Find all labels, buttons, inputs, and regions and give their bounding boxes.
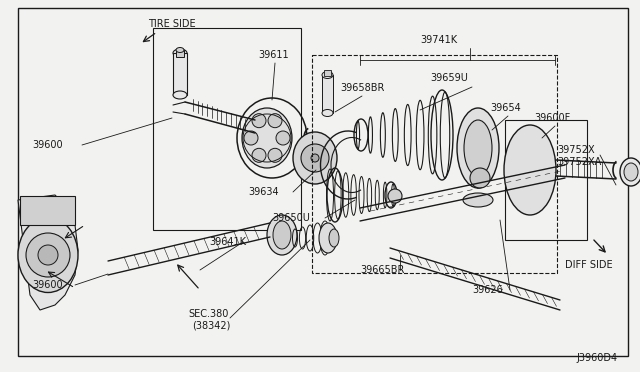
Polygon shape xyxy=(18,195,78,310)
Bar xyxy=(153,28,301,230)
Text: 39626: 39626 xyxy=(472,285,503,295)
Text: 39654: 39654 xyxy=(490,103,521,113)
Text: DIFF SIDE: DIFF SIDE xyxy=(565,260,612,270)
Text: 39659U: 39659U xyxy=(430,73,468,83)
Bar xyxy=(176,50,184,57)
Circle shape xyxy=(252,114,266,128)
Ellipse shape xyxy=(322,71,333,78)
Ellipse shape xyxy=(293,132,337,184)
Ellipse shape xyxy=(319,223,337,253)
Ellipse shape xyxy=(620,158,640,186)
Ellipse shape xyxy=(504,125,556,215)
Circle shape xyxy=(276,131,290,145)
Text: 39741K: 39741K xyxy=(420,35,457,45)
Ellipse shape xyxy=(176,48,184,52)
Text: 39650U: 39650U xyxy=(272,213,310,223)
Ellipse shape xyxy=(242,108,292,168)
Ellipse shape xyxy=(273,221,291,249)
Bar xyxy=(312,55,557,273)
Text: SEC.380: SEC.380 xyxy=(188,309,228,319)
Text: 39665BR: 39665BR xyxy=(360,265,404,275)
Ellipse shape xyxy=(329,229,339,247)
Polygon shape xyxy=(20,196,75,225)
Circle shape xyxy=(268,114,282,128)
Ellipse shape xyxy=(18,218,78,292)
Text: 39752XA: 39752XA xyxy=(557,157,601,167)
Circle shape xyxy=(38,245,58,265)
Bar xyxy=(505,120,587,240)
Circle shape xyxy=(26,233,70,277)
Text: 39611: 39611 xyxy=(258,50,289,60)
Ellipse shape xyxy=(322,109,333,116)
Circle shape xyxy=(268,148,282,162)
Text: J3960D4: J3960D4 xyxy=(577,353,618,363)
Text: 39641K: 39641K xyxy=(209,237,246,247)
Bar xyxy=(324,70,331,76)
Bar xyxy=(173,53,187,95)
Ellipse shape xyxy=(457,108,499,188)
Text: 39600: 39600 xyxy=(32,140,63,150)
Text: 39634: 39634 xyxy=(248,187,278,197)
Text: 39600: 39600 xyxy=(32,280,63,290)
Ellipse shape xyxy=(267,215,297,255)
Circle shape xyxy=(311,154,319,162)
Ellipse shape xyxy=(173,49,187,57)
Text: 39600F: 39600F xyxy=(534,113,570,123)
Circle shape xyxy=(252,148,266,162)
Circle shape xyxy=(301,144,329,172)
Ellipse shape xyxy=(463,193,493,207)
Ellipse shape xyxy=(173,91,187,99)
Text: (38342): (38342) xyxy=(192,321,230,331)
Text: 39658BR: 39658BR xyxy=(340,83,385,93)
Circle shape xyxy=(470,168,490,188)
Circle shape xyxy=(244,131,258,145)
Ellipse shape xyxy=(624,163,638,181)
Text: 39752X: 39752X xyxy=(557,145,595,155)
Bar xyxy=(322,75,333,113)
Ellipse shape xyxy=(464,120,492,176)
Circle shape xyxy=(388,189,402,203)
Text: TIRE SIDE: TIRE SIDE xyxy=(148,19,196,29)
